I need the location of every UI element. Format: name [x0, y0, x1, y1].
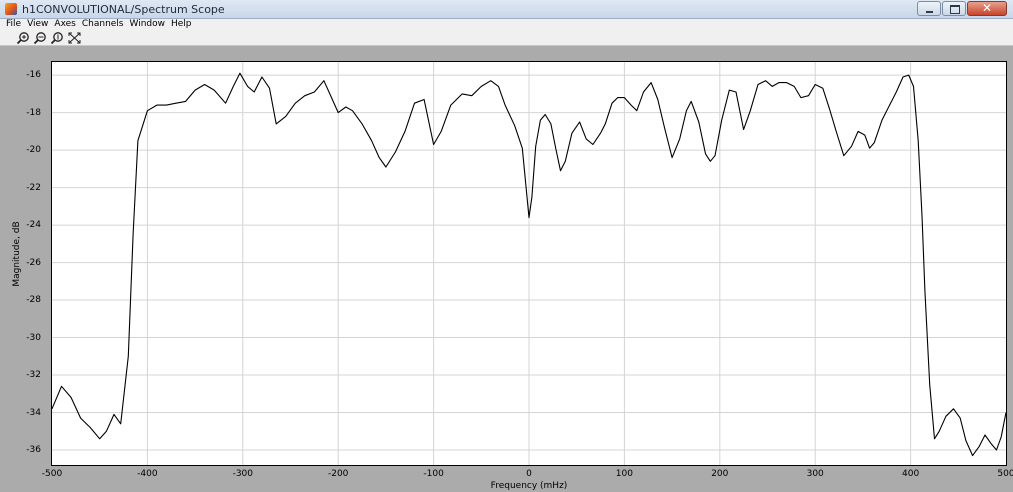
zoom-in-icon[interactable] — [16, 31, 31, 45]
x-tick-label: -400 — [137, 469, 158, 479]
y-tick-label: -36 — [26, 445, 41, 455]
menu-axes[interactable]: Axes — [54, 19, 76, 29]
x-tick-label: -200 — [327, 469, 349, 479]
x-tick-label: 200 — [711, 469, 729, 479]
minimize-button[interactable] — [917, 1, 941, 16]
close-icon: ✕ — [981, 1, 993, 15]
maximize-button[interactable] — [942, 1, 966, 16]
menu-view[interactable]: View — [27, 19, 49, 29]
y-tick-label: -26 — [26, 257, 41, 268]
y-tick-label: -18 — [26, 107, 41, 118]
y-tick-label: -30 — [26, 332, 41, 343]
menu-file[interactable]: File — [6, 19, 22, 29]
x-axis-label: Frequency (mHz) — [490, 481, 568, 491]
menu-channels[interactable]: Channels — [81, 19, 124, 29]
menu-bar: File View Axes Channels Window Help — [0, 19, 1013, 30]
window-controls: ✕ — [916, 1, 1007, 17]
y-tick-label: -32 — [26, 370, 41, 381]
y-axis-label: Magnitude, dB — [12, 221, 22, 287]
x-tick-label: 300 — [806, 469, 824, 479]
x-tick-label: 100 — [615, 469, 633, 479]
maximize-icon — [950, 5, 960, 14]
x-tick-label: 400 — [902, 469, 920, 479]
zoom-x-icon[interactable] — [33, 31, 48, 45]
minimize-icon — [926, 11, 933, 13]
y-tick-label: -20 — [26, 145, 41, 156]
y-tick-label: -24 — [26, 220, 41, 231]
spectrum-trace-line — [51, 72, 1007, 457]
menu-window[interactable]: Window — [129, 19, 166, 29]
title-bar: h1CONVOLUTIONAL/Spectrum Scope ✕ — [0, 0, 1013, 19]
close-button[interactable]: ✕ — [967, 1, 1007, 16]
x-tick-label: -500 — [41, 469, 63, 479]
y-tick-label: -34 — [26, 407, 41, 418]
toolbar — [0, 30, 1013, 46]
zoom-y-icon[interactable] — [50, 31, 65, 45]
matlab-app-icon — [5, 3, 17, 15]
menu-help[interactable]: Help — [171, 19, 192, 29]
y-tick-label: -28 — [26, 295, 41, 306]
window-title: h1CONVOLUTIONAL/Spectrum Scope — [22, 3, 225, 16]
y-tick-label: -22 — [26, 182, 41, 193]
x-tick-label: -300 — [232, 469, 254, 479]
x-tick-label: 0 — [526, 469, 532, 479]
x-tick-label: 500 — [997, 469, 1013, 479]
autoscale-icon[interactable] — [67, 31, 82, 45]
x-tick-label: -100 — [423, 469, 444, 479]
y-tick-label: -16 — [26, 70, 41, 81]
